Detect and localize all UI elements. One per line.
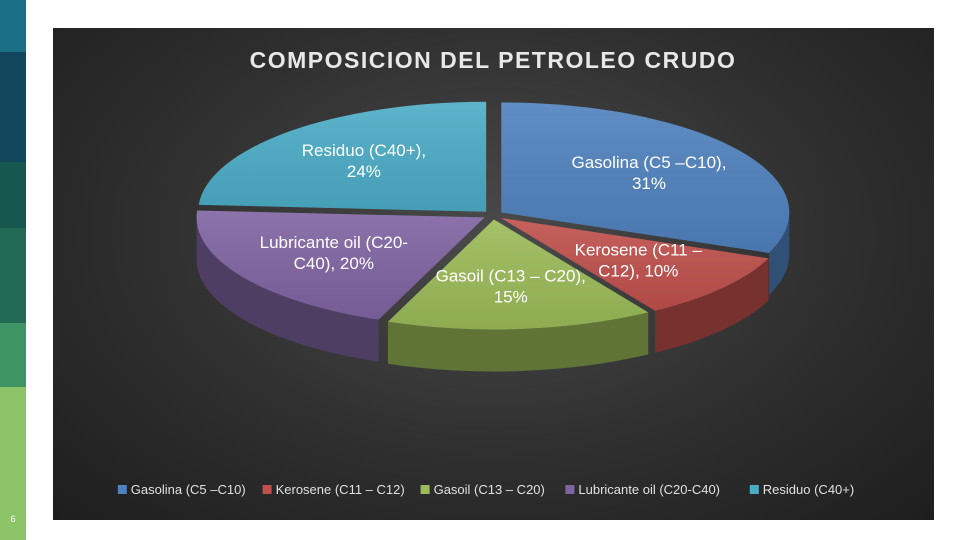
side-band-segment	[0, 162, 26, 228]
pie-slice-side	[769, 212, 790, 295]
pie-slice-shading	[198, 101, 487, 212]
pie-data-label: Kerosene (C11 – C12), 10%	[575, 240, 703, 280]
pie-data-label-line: C12), 10%	[598, 261, 678, 280]
legend-entry: Residuo (C40+)	[763, 482, 854, 497]
side-band-segment	[0, 0, 26, 52]
pie-data-label-line: Residuo (C40+),	[302, 141, 426, 160]
legend-swatch	[565, 485, 575, 494]
pie-data-label: Gasolina (C5 –C10), 31%	[571, 153, 726, 193]
pie-slice-shading	[501, 102, 790, 253]
pie-data-labels: Gasolina (C5 –C10), 31% Kerosene (C11 – C12…	[260, 141, 727, 306]
pie-side-walls	[196, 212, 790, 372]
chart-title: COMPOSICION DEL PETROLEO CRUDO	[250, 47, 737, 73]
pie-chart: COMPOSICION DEL PETROLEO CRUDO Gasolina …	[117, 47, 854, 497]
pie-data-label-line: 31%	[632, 174, 666, 193]
pie-slice-side	[655, 258, 769, 353]
pie-data-label-line: Gasolina (C5 –C10),	[571, 153, 726, 172]
pie-slice-side	[196, 217, 379, 362]
legend-entry: Kerosene (C11 – C12)	[276, 482, 405, 497]
pie-data-label-line: 15%	[494, 287, 528, 306]
pie-data-label-line: 24%	[347, 162, 381, 181]
legend-swatch	[262, 485, 272, 494]
legend-entry: Gasolina (C5 –C10)	[131, 482, 246, 497]
side-band-segment	[0, 52, 26, 162]
pie-slices	[196, 101, 790, 330]
pie-data-label-line: Lubricante oil (C20-	[260, 233, 408, 252]
pie-slice-side	[387, 312, 649, 372]
slide-side-band	[0, 0, 26, 540]
legend-entry: Gasoil (C13 – C20)	[434, 482, 545, 497]
pie-slice-shading	[387, 219, 649, 330]
pie-data-label: Gasoil (C13 – C20), 15%	[436, 266, 586, 306]
pie-data-label-line: Gasoil (C13 – C20),	[436, 266, 586, 285]
legend-swatch	[420, 485, 430, 494]
pie-slice-shading	[500, 217, 769, 311]
legend-swatch	[117, 485, 127, 494]
side-band-segment	[0, 228, 26, 323]
pie-data-label-line: Kerosene (C11 –	[575, 240, 703, 259]
side-band-segment	[0, 323, 26, 387]
chart-legend: Gasolina (C5 –C10) Kerosene (C11 – C12) Ga…	[117, 482, 854, 497]
legend-entry: Lubricante oil (C20-C40)	[578, 482, 720, 497]
slide-page-number: 6	[10, 514, 16, 524]
pie-data-label-line: C40), 20%	[294, 254, 374, 273]
pie-slice-shading	[196, 210, 485, 320]
pie-data-label: Residuo (C40+), 24%	[302, 141, 426, 181]
pie-chart-panel: COMPOSICION DEL PETROLEO CRUDO Gasolina …	[53, 28, 934, 520]
side-band-segment	[0, 387, 26, 540]
legend-swatch	[749, 485, 759, 494]
pie-data-label: Lubricante oil (C20- C40), 20%	[260, 233, 408, 273]
